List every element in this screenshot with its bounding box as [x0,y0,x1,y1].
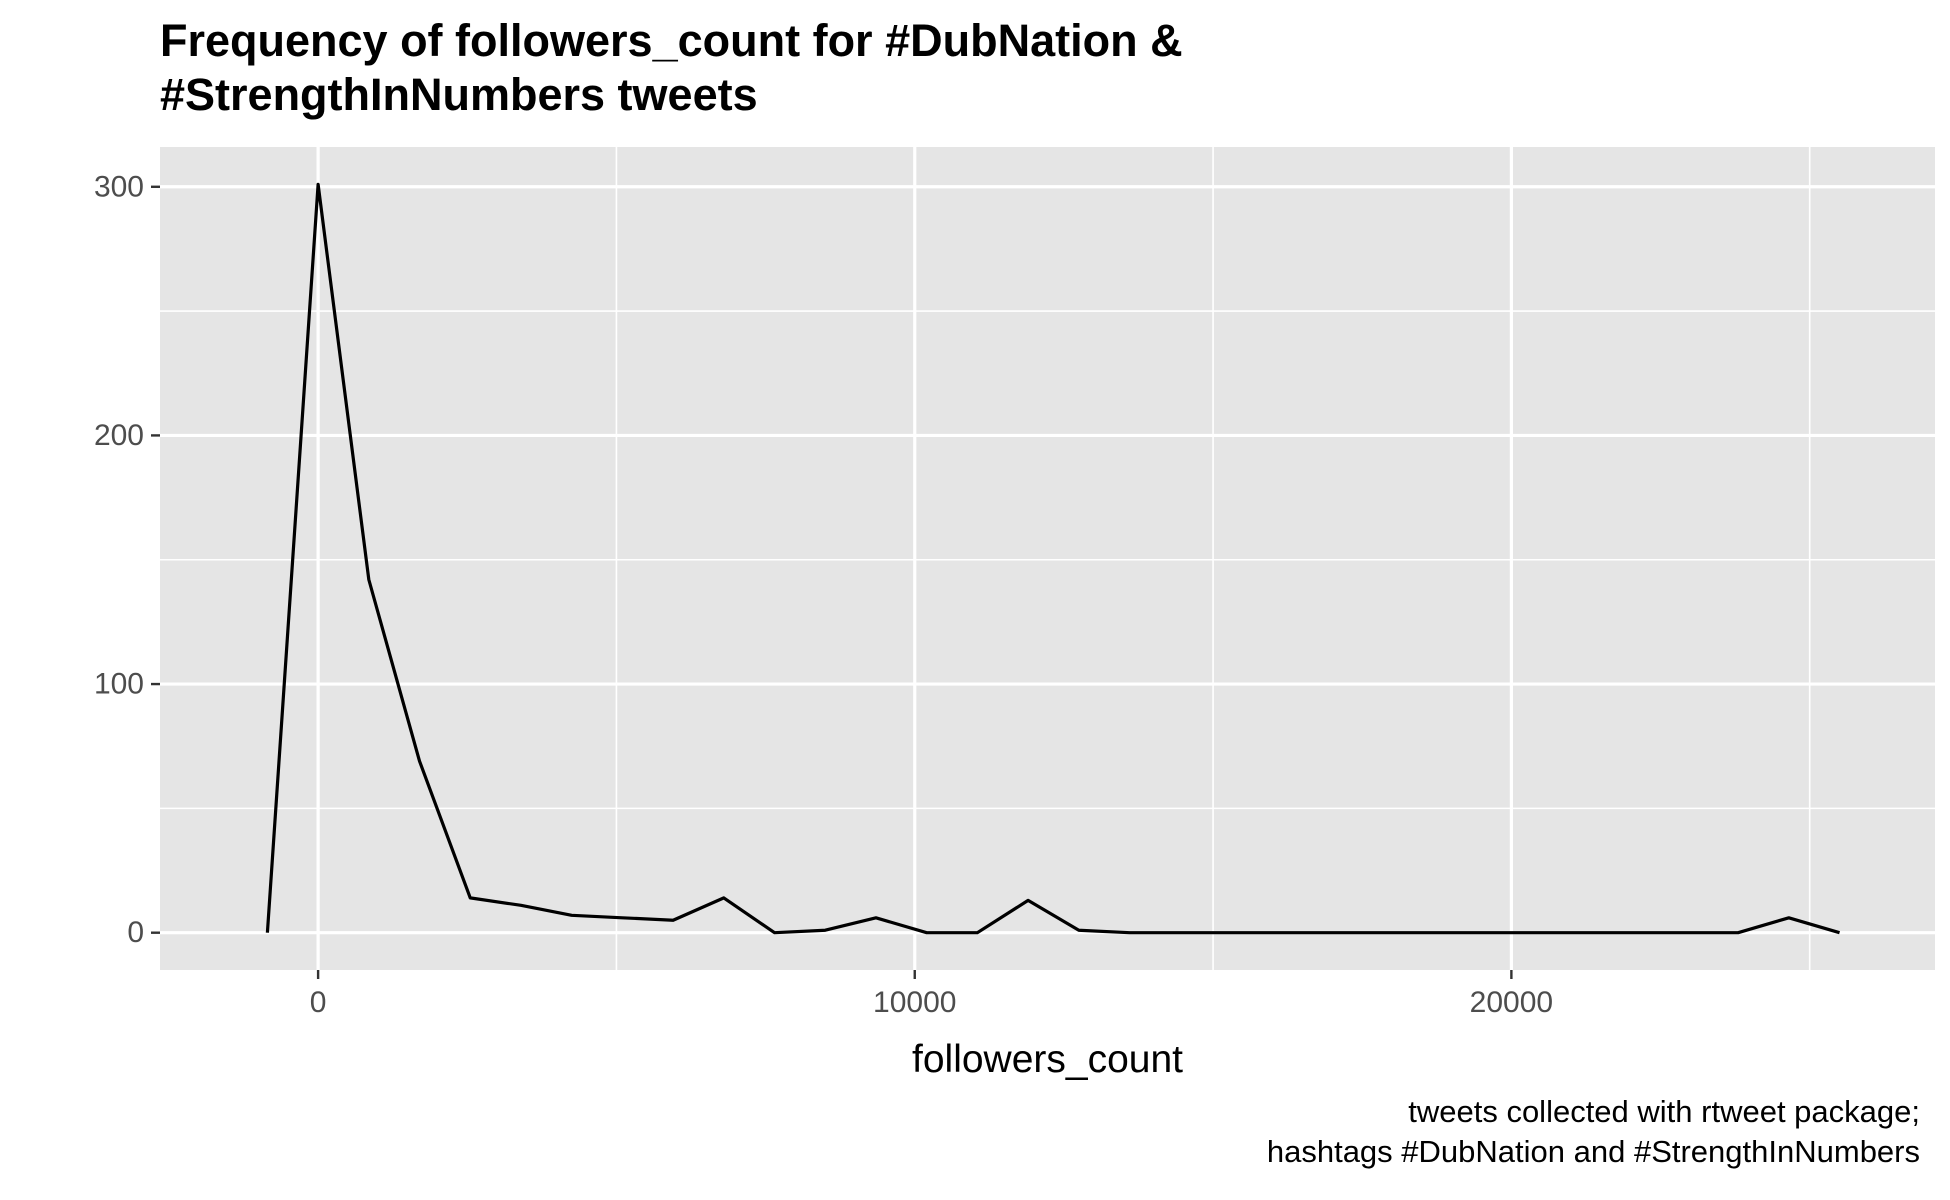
data-point [671,918,675,922]
y-tick-label: 300 [94,170,144,203]
x-tick-label: 10000 [873,986,956,1019]
x-axis: 0 10000 20000 [310,970,1553,1019]
major-gridlines [160,147,1935,970]
data-point [1635,931,1639,935]
x-tick-label: 0 [310,986,327,1019]
data-point [367,578,371,582]
data-point [570,913,574,917]
data-point [1330,931,1334,935]
data-point [1483,931,1487,935]
data-point [823,928,827,932]
series-line [265,182,1840,935]
caption-line-1: tweets collected with rtweet package; [1408,1094,1920,1129]
data-point [620,916,624,920]
caption-line-2: hashtags #DubNation and #StrengthInNumbe… [1266,1134,1920,1169]
data-point [1026,898,1030,902]
data-point [1229,931,1233,935]
x-axis-title: followers_count [912,1038,1183,1081]
data-point [265,931,269,935]
chart-title-line-1: Frequency of followers_count for #DubNat… [160,15,1183,66]
data-point [975,931,979,935]
data-point [1077,928,1081,932]
data-point [468,896,472,900]
data-point [1432,931,1436,935]
data-point [519,903,523,907]
y-tick-label: 200 [94,419,144,452]
data-point [1533,931,1537,935]
y-tick-label: 100 [94,668,144,701]
minor-gridlines [160,147,1935,970]
data-point [1178,931,1182,935]
x-tick-label: 20000 [1470,986,1553,1019]
data-point [773,931,777,935]
data-point [1584,931,1588,935]
data-point [316,182,320,186]
data-point [418,759,422,763]
data-point [1787,916,1791,920]
chart-title-line-2: #StrengthInNumbers tweets [160,69,758,120]
y-axis: 0 100 200 300 [94,170,160,949]
data-point [925,931,929,935]
data-point [1685,931,1689,935]
data-point [874,916,878,920]
y-tick-label: 0 [127,916,144,949]
data-point [1128,931,1132,935]
data-point [1736,931,1740,935]
plot-panel [160,147,1935,970]
caption: tweets collected with rtweet package; ha… [1267,1092,1920,1172]
data-point [1381,931,1385,935]
chart-title: Frequency of followers_count for #DubNat… [160,14,1660,122]
data-point [1838,931,1842,935]
data-point [1280,931,1284,935]
data-point [722,896,726,900]
